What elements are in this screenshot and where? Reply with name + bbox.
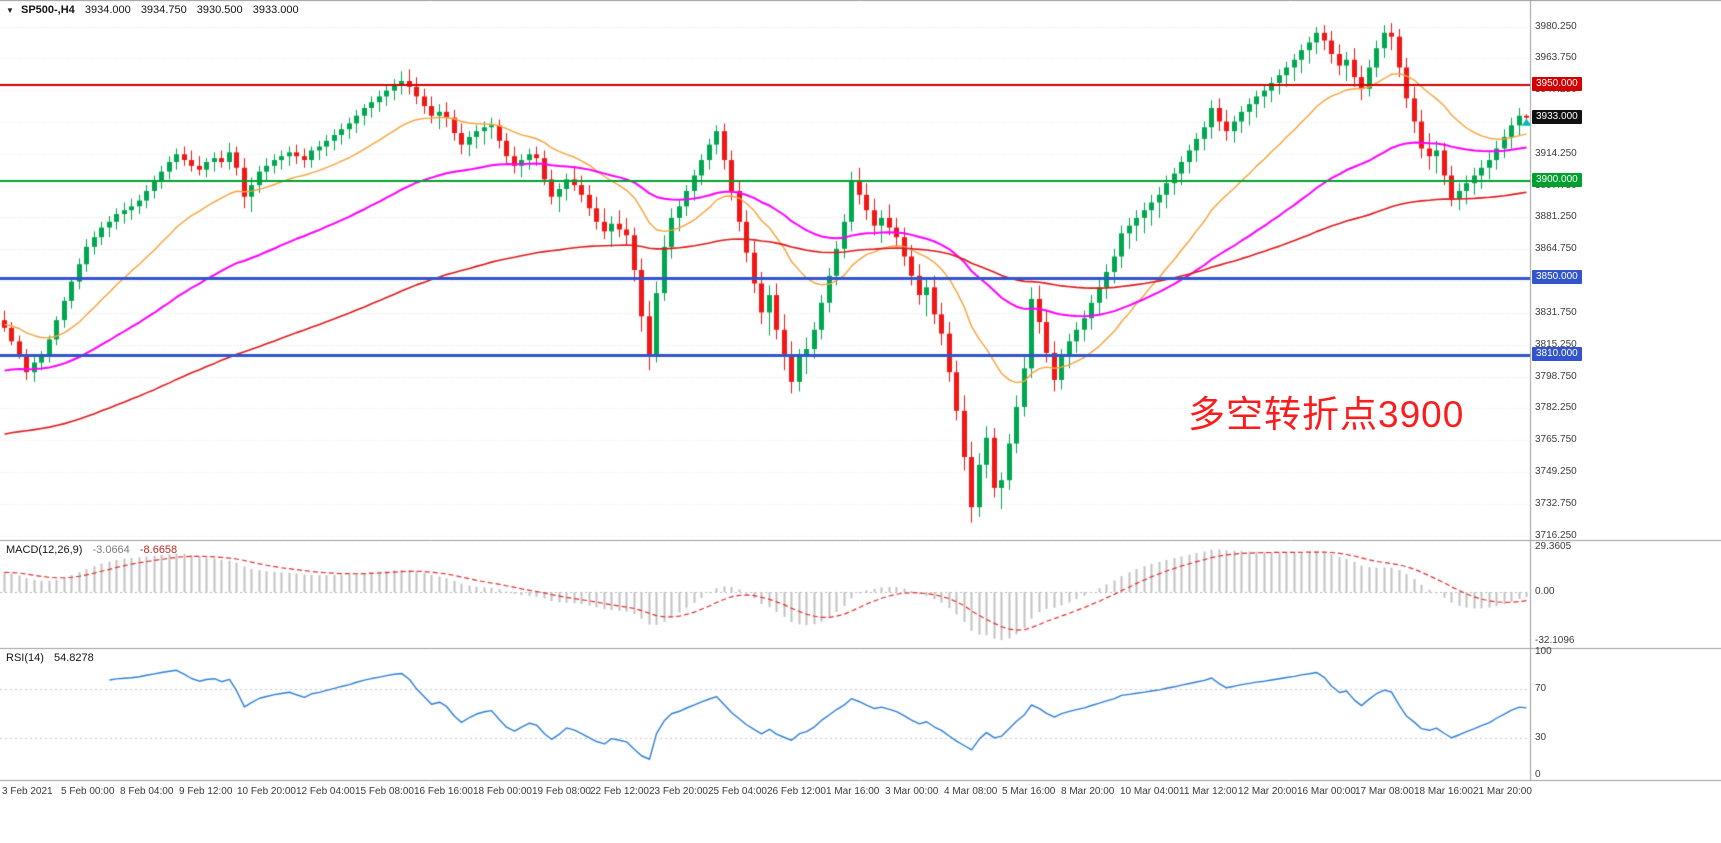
ohlc-close-value: 3933.000 — [252, 4, 299, 16]
current-price-badge: 3933.000 — [1532, 109, 1582, 124]
symbol-period-label: SP500-,H4 — [20, 4, 75, 16]
time-axis[interactable]: 3 Feb 2021 5 Feb 00:00 8 Feb 04:00 9 Feb 12… — [0, 781, 1532, 807]
chart-collapse-icon[interactable]: ▼ — [6, 6, 14, 15]
price-axis-label: 3980.250 — [1535, 20, 1577, 32]
time-axis-label: 17 Mar 08:00 — [1355, 786, 1414, 797]
time-axis-label: 15 Feb 08:00 — [355, 786, 414, 797]
time-axis-label: 23 Feb 20:00 — [649, 786, 708, 797]
price-axis-label: 3798.750 — [1535, 370, 1577, 382]
time-axis-label: 5 Feb 00:00 — [61, 786, 115, 797]
price-axis-label: 3716.250 — [1535, 529, 1577, 541]
rsi-axis-label: 100 — [1535, 646, 1552, 657]
time-axis-label: 10 Feb 20:00 — [237, 786, 296, 797]
time-axis-label: 18 Mar 16:00 — [1414, 786, 1473, 797]
macd-main-value: -3.0664 — [92, 544, 130, 556]
time-axis-label: 18 Feb 00:00 — [473, 786, 532, 797]
time-axis-label: 3 Mar 00:00 — [885, 786, 939, 797]
macd-indicator-header: MACD(12,26,9) -3.0664 -8.6658 — [6, 544, 184, 556]
time-axis-label: 21 Mar 20:00 — [1473, 786, 1532, 797]
time-axis-label: 12 Mar 20:00 — [1238, 786, 1297, 797]
price-axis-label: 3963.750 — [1535, 52, 1577, 64]
time-axis-label: 9 Feb 12:00 — [179, 786, 233, 797]
price-axis-label: 3732.750 — [1535, 497, 1577, 509]
time-axis-label: 12 Feb 04:00 — [296, 786, 355, 797]
price-axis-label: 3815.250 — [1535, 338, 1577, 350]
time-axis-label: 11 Mar 12:00 — [1179, 786, 1238, 797]
macd-title: MACD(12,26,9) — [6, 544, 83, 556]
price-axis-label: 3914.250 — [1535, 147, 1577, 159]
time-axis-label: 25 Feb 04:00 — [708, 786, 767, 797]
macd-axis-label: -32.1096 — [1535, 635, 1575, 647]
price-axis[interactable]: 3980.2503963.7503947.2503930.7503914.250… — [1531, 0, 1721, 800]
price-axis-label: 3831.750 — [1535, 306, 1577, 318]
price-axis-label: 3881.250 — [1535, 211, 1577, 223]
chart-header: ▼ SP500-,H4 3934.000 3934.750 3930.500 3… — [6, 4, 306, 16]
chart-annotation-text[interactable]: 多空转折点3900 — [1188, 394, 1465, 435]
rsi-indicator-header: RSI(14) 54.8278 — [6, 652, 101, 664]
macd-signal-value: -8.6658 — [139, 544, 178, 556]
macd-axis-label: 29.3605 — [1535, 541, 1572, 553]
ohlc-high-value: 3934.750 — [140, 4, 187, 16]
time-axis-label: 19 Feb 08:00 — [532, 786, 591, 797]
ohlc-low-value: 3930.500 — [196, 4, 243, 16]
hline-price-badge: 3900.000 — [1532, 173, 1582, 188]
time-axis-label: 4 Mar 08:00 — [944, 786, 998, 797]
hline-price-badge: 3810.000 — [1532, 346, 1582, 361]
ohlc-open-value: 3934.000 — [84, 4, 131, 16]
time-axis-label: 10 Mar 04:00 — [1120, 786, 1179, 797]
macd-axis-label: 0.00 — [1535, 586, 1555, 598]
time-axis-label: 26 Feb 12:00 — [767, 786, 826, 797]
rsi-axis-label: 70 — [1535, 682, 1547, 694]
time-axis-label: 8 Mar 20:00 — [1061, 786, 1115, 797]
time-axis-label: 16 Mar 00:00 — [1297, 786, 1356, 797]
time-axis-label: 22 Feb 12:00 — [590, 786, 649, 797]
rsi-value: 54.8278 — [53, 652, 94, 664]
time-axis-label: 3 Feb 2021 — [2, 786, 53, 797]
rsi-axis-label: 0 — [1535, 769, 1541, 780]
hline-price-badge: 3950.000 — [1532, 76, 1582, 91]
time-axis-label: 5 Mar 16:00 — [1002, 786, 1056, 797]
price-axis-label: 3765.750 — [1535, 434, 1577, 446]
rsi-title: RSI(14) — [6, 652, 44, 664]
rsi-axis-label: 30 — [1535, 732, 1547, 744]
time-axis-label: 1 Mar 16:00 — [826, 786, 880, 797]
hline-price-badge: 3850.000 — [1532, 269, 1582, 284]
price-axis-label: 3782.250 — [1535, 402, 1577, 414]
time-axis-label: 8 Feb 04:00 — [120, 786, 174, 797]
price-axis-label: 3864.750 — [1535, 243, 1577, 255]
price-axis-label: 3749.250 — [1535, 466, 1577, 478]
time-axis-label: 16 Feb 16:00 — [414, 786, 473, 797]
